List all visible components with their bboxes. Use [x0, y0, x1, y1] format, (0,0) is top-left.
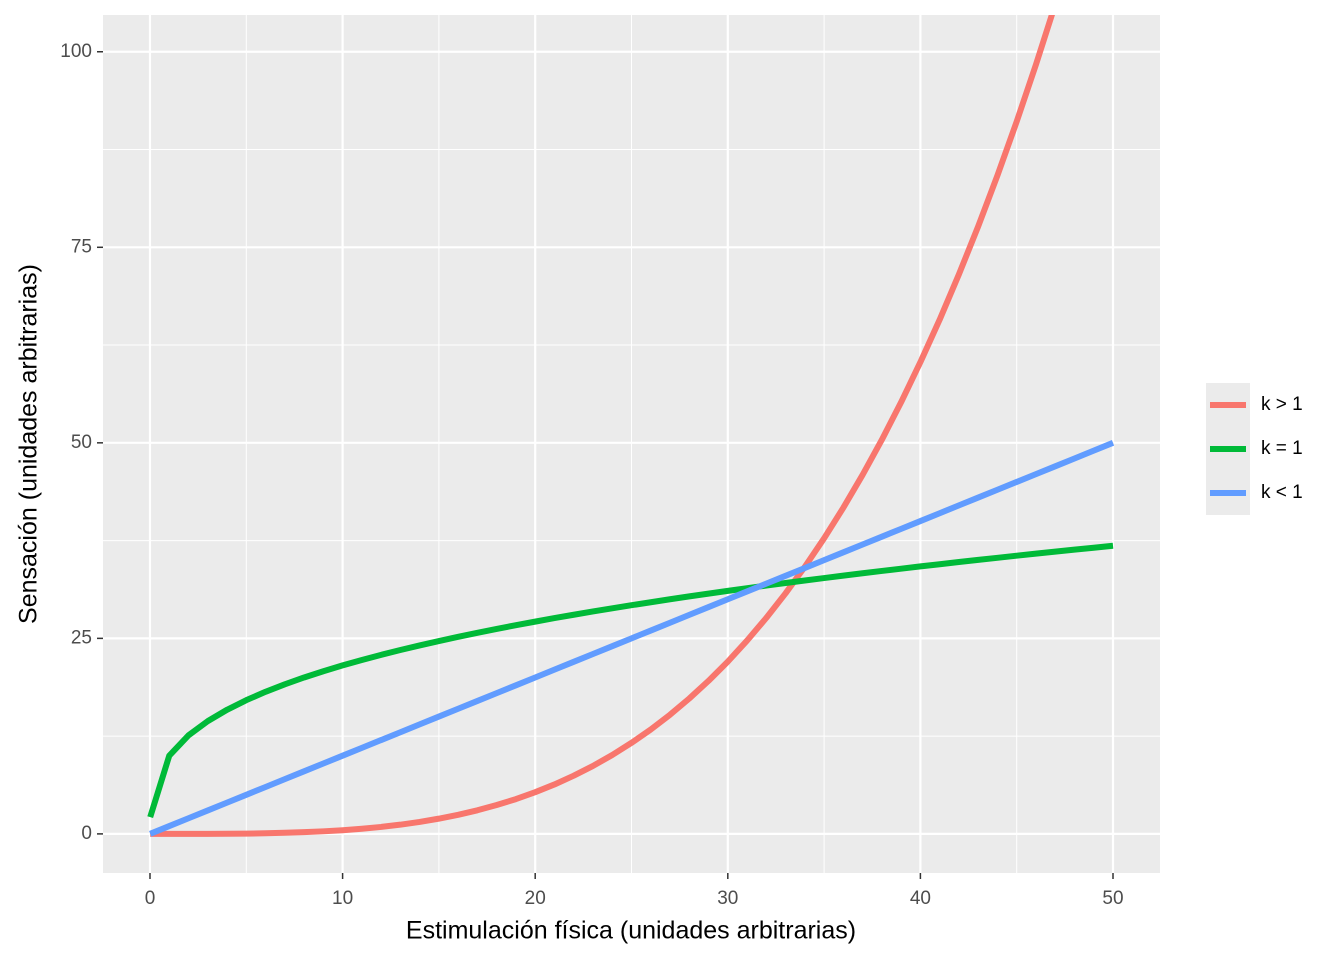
x-axis-title: Estimulación física (unidades arbitraria… — [406, 917, 856, 945]
legend-label: k = 1 — [1261, 438, 1303, 459]
series-line — [147, 542, 1114, 818]
series-line — [149, 440, 1115, 837]
legend: k > 1 k = 1 k < 1 — [1206, 383, 1303, 515]
y-axis-title: Sensación (unidades arbitrarias) — [15, 264, 43, 624]
series-line — [150, 15, 1055, 837]
x-tick-label: 0 — [145, 888, 156, 909]
y-tick-label: 75 — [71, 236, 92, 257]
x-tick-label: 40 — [910, 888, 931, 909]
x-tick-label: 30 — [717, 888, 738, 909]
x-tick-label: 10 — [332, 888, 353, 909]
y-tick-label: 25 — [71, 627, 92, 648]
y-tick-label: 100 — [60, 41, 92, 62]
y-tick-label: 50 — [71, 432, 92, 453]
axes: 0 10 20 30 40 50 0 25 50 75 100 — [60, 41, 1123, 909]
x-tick-label: 20 — [525, 888, 546, 909]
plot-lines — [147, 15, 1115, 837]
legend-label: k > 1 — [1261, 394, 1303, 415]
y-tick-label: 0 — [81, 823, 92, 844]
x-tick-label: 50 — [1102, 888, 1123, 909]
legend-label: k < 1 — [1261, 482, 1303, 503]
